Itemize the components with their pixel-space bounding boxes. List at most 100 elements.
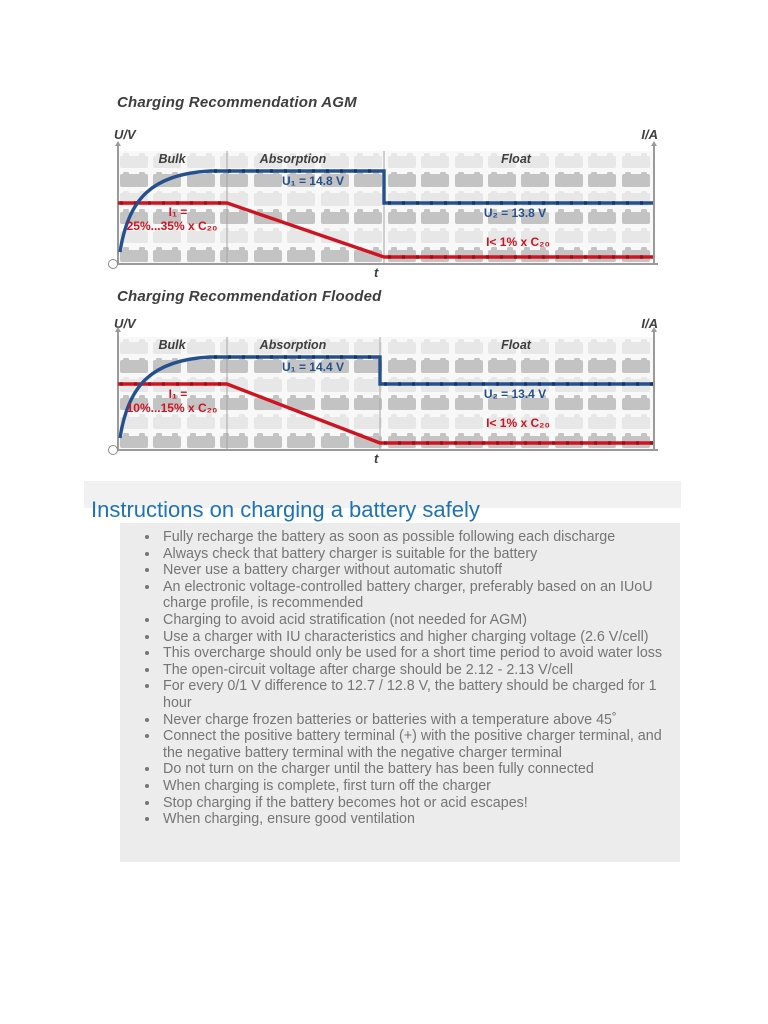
battery-icon xyxy=(186,247,215,262)
time-axis-label: t xyxy=(374,265,379,280)
phase-label-absorption: Absorption xyxy=(259,338,327,352)
battery-icon xyxy=(287,247,316,262)
battery-icon xyxy=(554,357,583,373)
chart-agm: Charging Recommendation AGM U/V I/A Bulk… xyxy=(0,94,768,290)
battery-icon xyxy=(588,339,617,354)
battery-icon xyxy=(454,153,483,168)
origin-marker xyxy=(108,259,118,269)
battery-icon xyxy=(186,228,215,244)
battery-icon xyxy=(153,247,182,262)
u2-value-label: U₂ = 13.8 V xyxy=(483,206,547,220)
time-axis-line xyxy=(112,263,658,265)
battery-icon xyxy=(186,433,215,448)
battery-icon xyxy=(354,153,383,168)
charge-curves xyxy=(118,151,653,263)
battery-icon xyxy=(320,171,349,187)
list-item: Never use a battery charger without auto… xyxy=(160,562,670,579)
u1-value-label: U₁ = 14.4 V xyxy=(282,360,344,374)
phase-label-float: Float xyxy=(501,152,531,166)
battery-icon xyxy=(521,395,550,411)
battery-icon xyxy=(387,395,416,411)
phase-label-float: Float xyxy=(501,338,531,352)
battery-icon xyxy=(621,357,650,373)
battery-icon xyxy=(320,153,349,168)
battery-icon xyxy=(253,339,282,354)
list-item: Always check that battery charger is sui… xyxy=(160,546,670,563)
voltage-curve-dashes xyxy=(214,355,653,386)
list-item: Never charge frozen batteries or batteri… xyxy=(160,712,670,729)
battery-icon xyxy=(120,339,148,354)
battery-icon xyxy=(287,376,316,392)
i1-name-label: I₁ = xyxy=(168,205,188,219)
battery-icon xyxy=(354,228,383,244)
battery-icon xyxy=(588,171,617,187)
battery-icon xyxy=(186,153,215,168)
battery-icon xyxy=(387,228,416,244)
battery-icon xyxy=(287,153,316,168)
battery-icon xyxy=(320,247,349,262)
battery-icon xyxy=(588,357,617,373)
battery-icon xyxy=(320,209,349,225)
battery-icon xyxy=(588,395,617,411)
section-heading: Instructions on charging a battery safel… xyxy=(91,496,480,522)
list-item: Use a charger with IU characteristics an… xyxy=(160,629,670,646)
chart-title: Charging Recommendation AGM xyxy=(117,94,357,111)
battery-icon xyxy=(253,228,282,244)
battery-icon xyxy=(120,171,148,187)
battery-icon xyxy=(287,433,316,448)
battery-icon xyxy=(421,339,450,354)
battery-icon xyxy=(387,171,416,187)
axis-label-voltage: U/V xyxy=(114,127,136,142)
battery-icon xyxy=(588,228,617,244)
battery-icon xyxy=(354,414,383,430)
battery-icon xyxy=(554,395,583,411)
time-axis-label: t xyxy=(374,451,379,466)
battery-icon xyxy=(421,209,450,225)
i1-value-label: 25%...35% x C₂₀ xyxy=(126,219,218,233)
battery-icon xyxy=(387,153,416,168)
battery-icon xyxy=(621,339,650,354)
instruction-list: Fully recharge the battery as soon as po… xyxy=(120,523,680,836)
battery-icon xyxy=(621,171,650,187)
current-curve xyxy=(118,201,653,259)
battery-icon xyxy=(421,153,450,168)
battery-icon xyxy=(354,190,383,206)
battery-icon xyxy=(454,228,483,244)
battery-icon xyxy=(153,209,182,225)
battery-icon xyxy=(153,228,182,244)
battery-icon xyxy=(554,339,583,354)
u2-value-label: U₂ = 13.4 V xyxy=(483,387,547,401)
battery-icon xyxy=(153,414,182,430)
list-item: This overcharge should only be used for … xyxy=(160,645,670,662)
battery-icon xyxy=(320,339,349,354)
current-curve-dashes xyxy=(120,382,653,445)
battery-icon xyxy=(320,433,349,448)
float-current-label: I< 1% x C₂₀ xyxy=(486,235,550,249)
right-axis-arrow xyxy=(650,141,657,146)
battery-icon xyxy=(320,190,349,206)
battery-icon xyxy=(354,171,383,187)
current-curve-dashes xyxy=(120,201,653,259)
battery-icon xyxy=(354,395,383,411)
list-item: Stop charging if the battery becomes hot… xyxy=(160,795,670,812)
battery-icon xyxy=(554,171,583,187)
battery-icon xyxy=(421,395,450,411)
list-item: Charging to avoid acid stratification (n… xyxy=(160,612,670,629)
battery-icon xyxy=(253,153,282,168)
battery-icon xyxy=(354,376,383,392)
battery-icon xyxy=(554,153,583,168)
battery-icon xyxy=(588,153,617,168)
battery-icon xyxy=(253,414,282,430)
battery-icon xyxy=(287,171,316,187)
battery-icon xyxy=(454,171,483,187)
battery-icon xyxy=(454,339,483,354)
phase-label-absorption: Absorption xyxy=(259,152,327,166)
battery-icon xyxy=(487,414,516,430)
battery-icon xyxy=(521,339,550,354)
section-heading-bar: Instructions on charging a battery safel… xyxy=(84,481,681,522)
battery-icon xyxy=(521,209,550,225)
charge-curves xyxy=(118,337,653,449)
battery-icon xyxy=(253,190,282,206)
battery-icon xyxy=(454,414,483,430)
